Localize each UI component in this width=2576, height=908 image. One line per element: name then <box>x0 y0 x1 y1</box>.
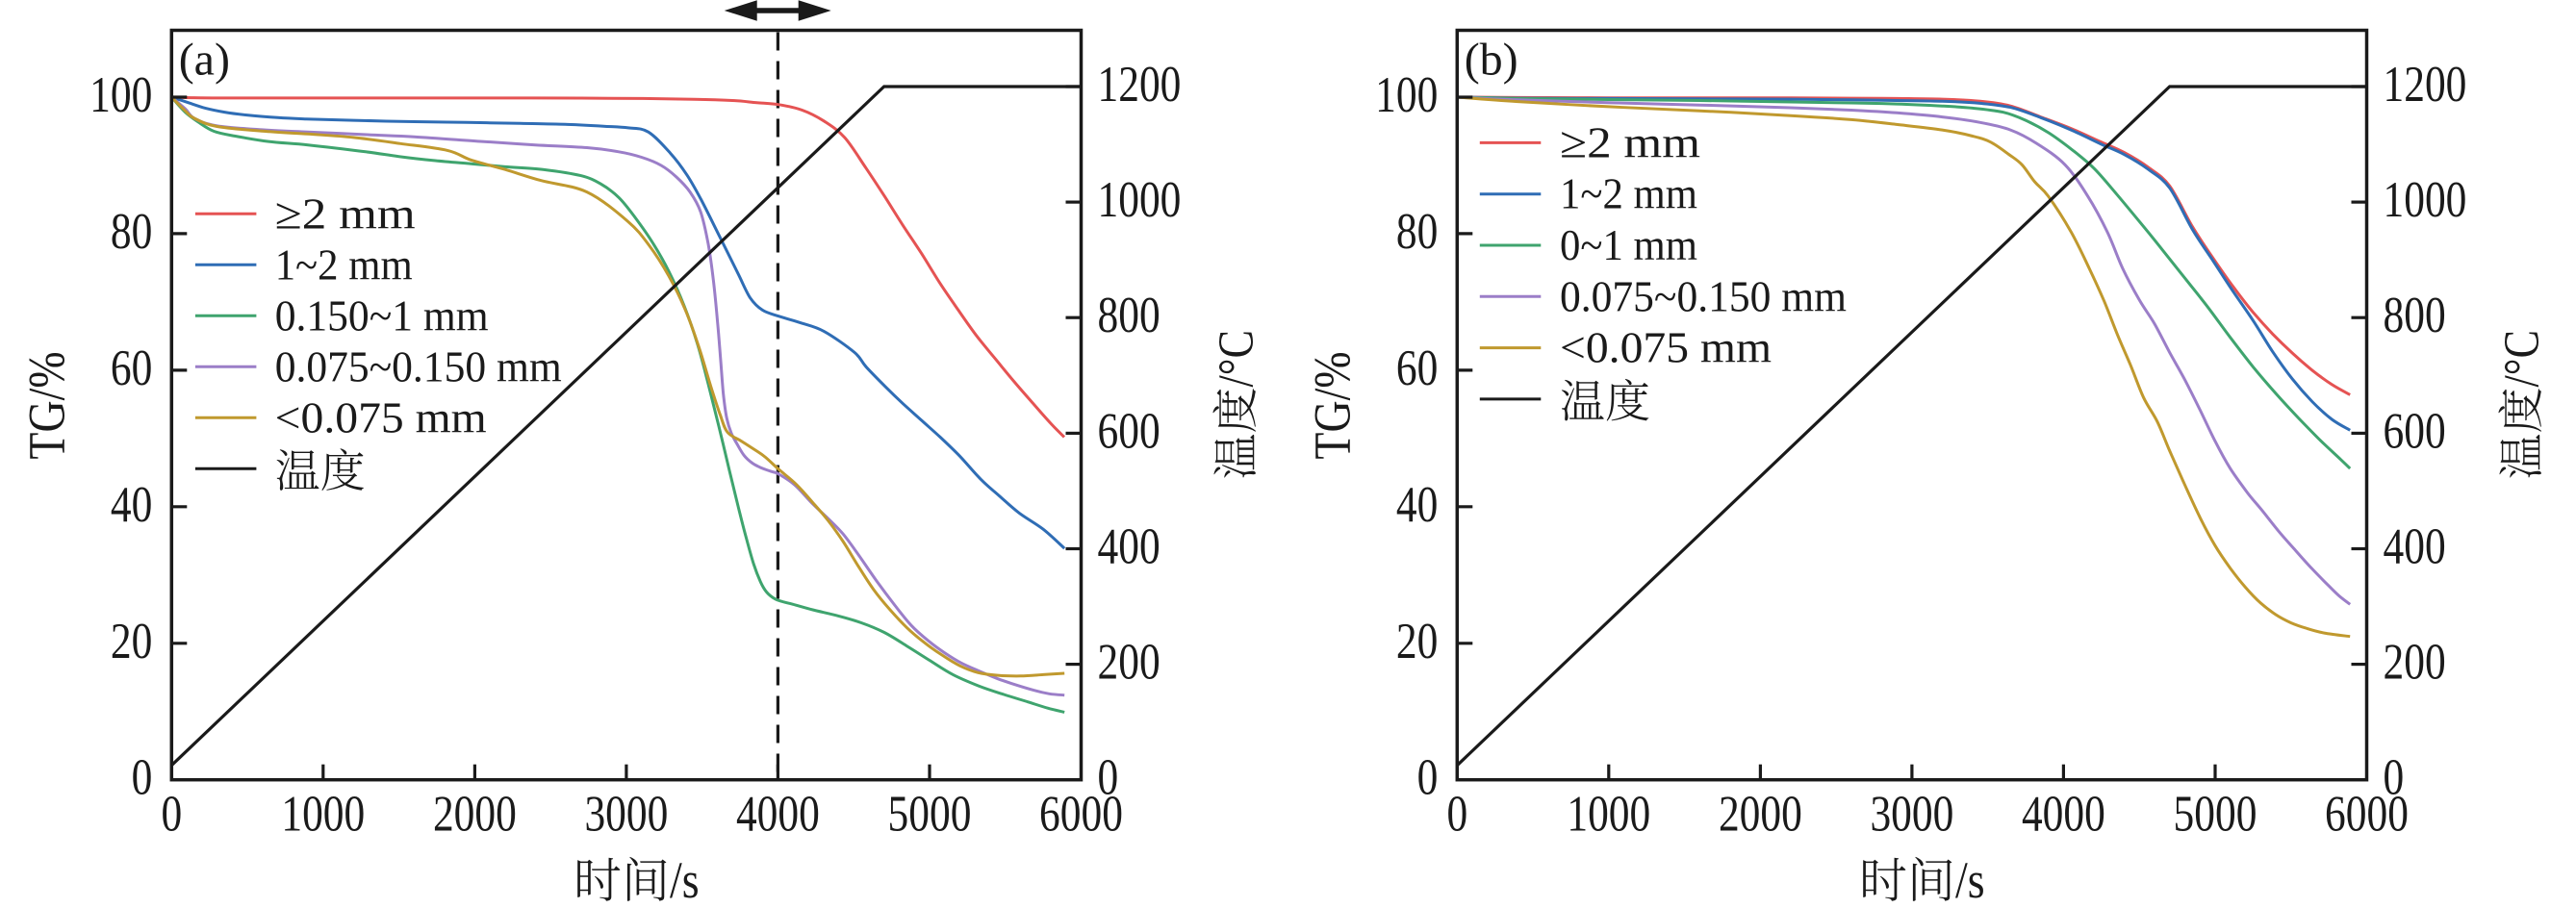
svg-text:6000: 6000 <box>1039 787 1123 843</box>
svg-text:20: 20 <box>1396 614 1438 669</box>
svg-text:60: 60 <box>1396 340 1438 396</box>
svg-text:/s: /s <box>1955 851 1985 908</box>
svg-text:/°C: /°C <box>2494 330 2549 387</box>
svg-text:1000: 1000 <box>1567 787 1650 843</box>
svg-text:600: 600 <box>1098 403 1160 459</box>
svg-text:5000: 5000 <box>2174 787 2257 843</box>
svg-text:60: 60 <box>111 340 152 396</box>
svg-text:2000: 2000 <box>433 787 517 843</box>
svg-text:80: 80 <box>1396 204 1438 260</box>
svg-text:40: 40 <box>1396 477 1438 533</box>
svg-text:4000: 4000 <box>736 787 820 843</box>
svg-text:200: 200 <box>2384 635 2446 691</box>
svg-text:600: 600 <box>2384 403 2446 459</box>
svg-text:80: 80 <box>111 204 152 260</box>
svg-text:0.075~0.150 mm: 0.075~0.150 mm <box>1560 271 1847 320</box>
svg-text:200: 200 <box>1098 635 1160 691</box>
svg-text:1000: 1000 <box>1098 172 1182 228</box>
svg-text:0: 0 <box>1098 750 1119 806</box>
svg-text:0: 0 <box>1446 787 1467 843</box>
svg-text:3000: 3000 <box>584 787 668 843</box>
svg-text:TG/%: TG/% <box>1303 351 1361 459</box>
svg-text:0: 0 <box>132 750 153 806</box>
svg-text:1000: 1000 <box>281 787 365 843</box>
svg-text:≥2 mm: ≥2 mm <box>1560 117 1700 166</box>
svg-text:/s: /s <box>670 851 700 908</box>
svg-text:1~2 mm: 1~2 mm <box>1560 169 1697 218</box>
svg-text:1200: 1200 <box>2384 57 2467 113</box>
svg-text:4000: 4000 <box>2022 787 2105 843</box>
svg-text:100: 100 <box>89 67 152 123</box>
svg-text:0: 0 <box>161 787 182 843</box>
svg-text:<0.075 mm: <0.075 mm <box>275 392 487 441</box>
svg-text:1200: 1200 <box>1098 57 1182 113</box>
svg-text:100: 100 <box>1375 67 1438 123</box>
svg-text:2000: 2000 <box>1719 787 1802 843</box>
svg-text:6000: 6000 <box>2325 787 2409 843</box>
svg-text:400: 400 <box>2384 519 2446 575</box>
svg-text:0~1 mm: 0~1 mm <box>1560 220 1697 269</box>
svg-text:0: 0 <box>1417 750 1439 806</box>
svg-text:20: 20 <box>111 614 152 669</box>
svg-text:1000: 1000 <box>2384 172 2467 228</box>
svg-text:0.150~1 mm: 0.150~1 mm <box>275 290 489 340</box>
svg-text:5000: 5000 <box>888 787 972 843</box>
svg-text:≥2 mm: ≥2 mm <box>275 189 416 238</box>
svg-text:0: 0 <box>2384 750 2405 806</box>
svg-text:400: 400 <box>1098 519 1160 575</box>
svg-text:(b): (b) <box>1465 34 1518 85</box>
svg-text:0.075~0.150 mm: 0.075~0.150 mm <box>275 341 562 391</box>
svg-text:(a): (a) <box>179 34 230 85</box>
svg-text:40: 40 <box>111 477 152 533</box>
svg-text:<0.075 mm: <0.075 mm <box>1560 323 1772 372</box>
svg-text:/°C: /°C <box>1209 330 1263 387</box>
svg-text:TG/%: TG/% <box>17 351 75 459</box>
svg-text:1~2 mm: 1~2 mm <box>275 240 413 289</box>
svg-text:3000: 3000 <box>1870 787 1953 843</box>
svg-text:800: 800 <box>2384 288 2446 343</box>
svg-text:800: 800 <box>1098 288 1160 343</box>
